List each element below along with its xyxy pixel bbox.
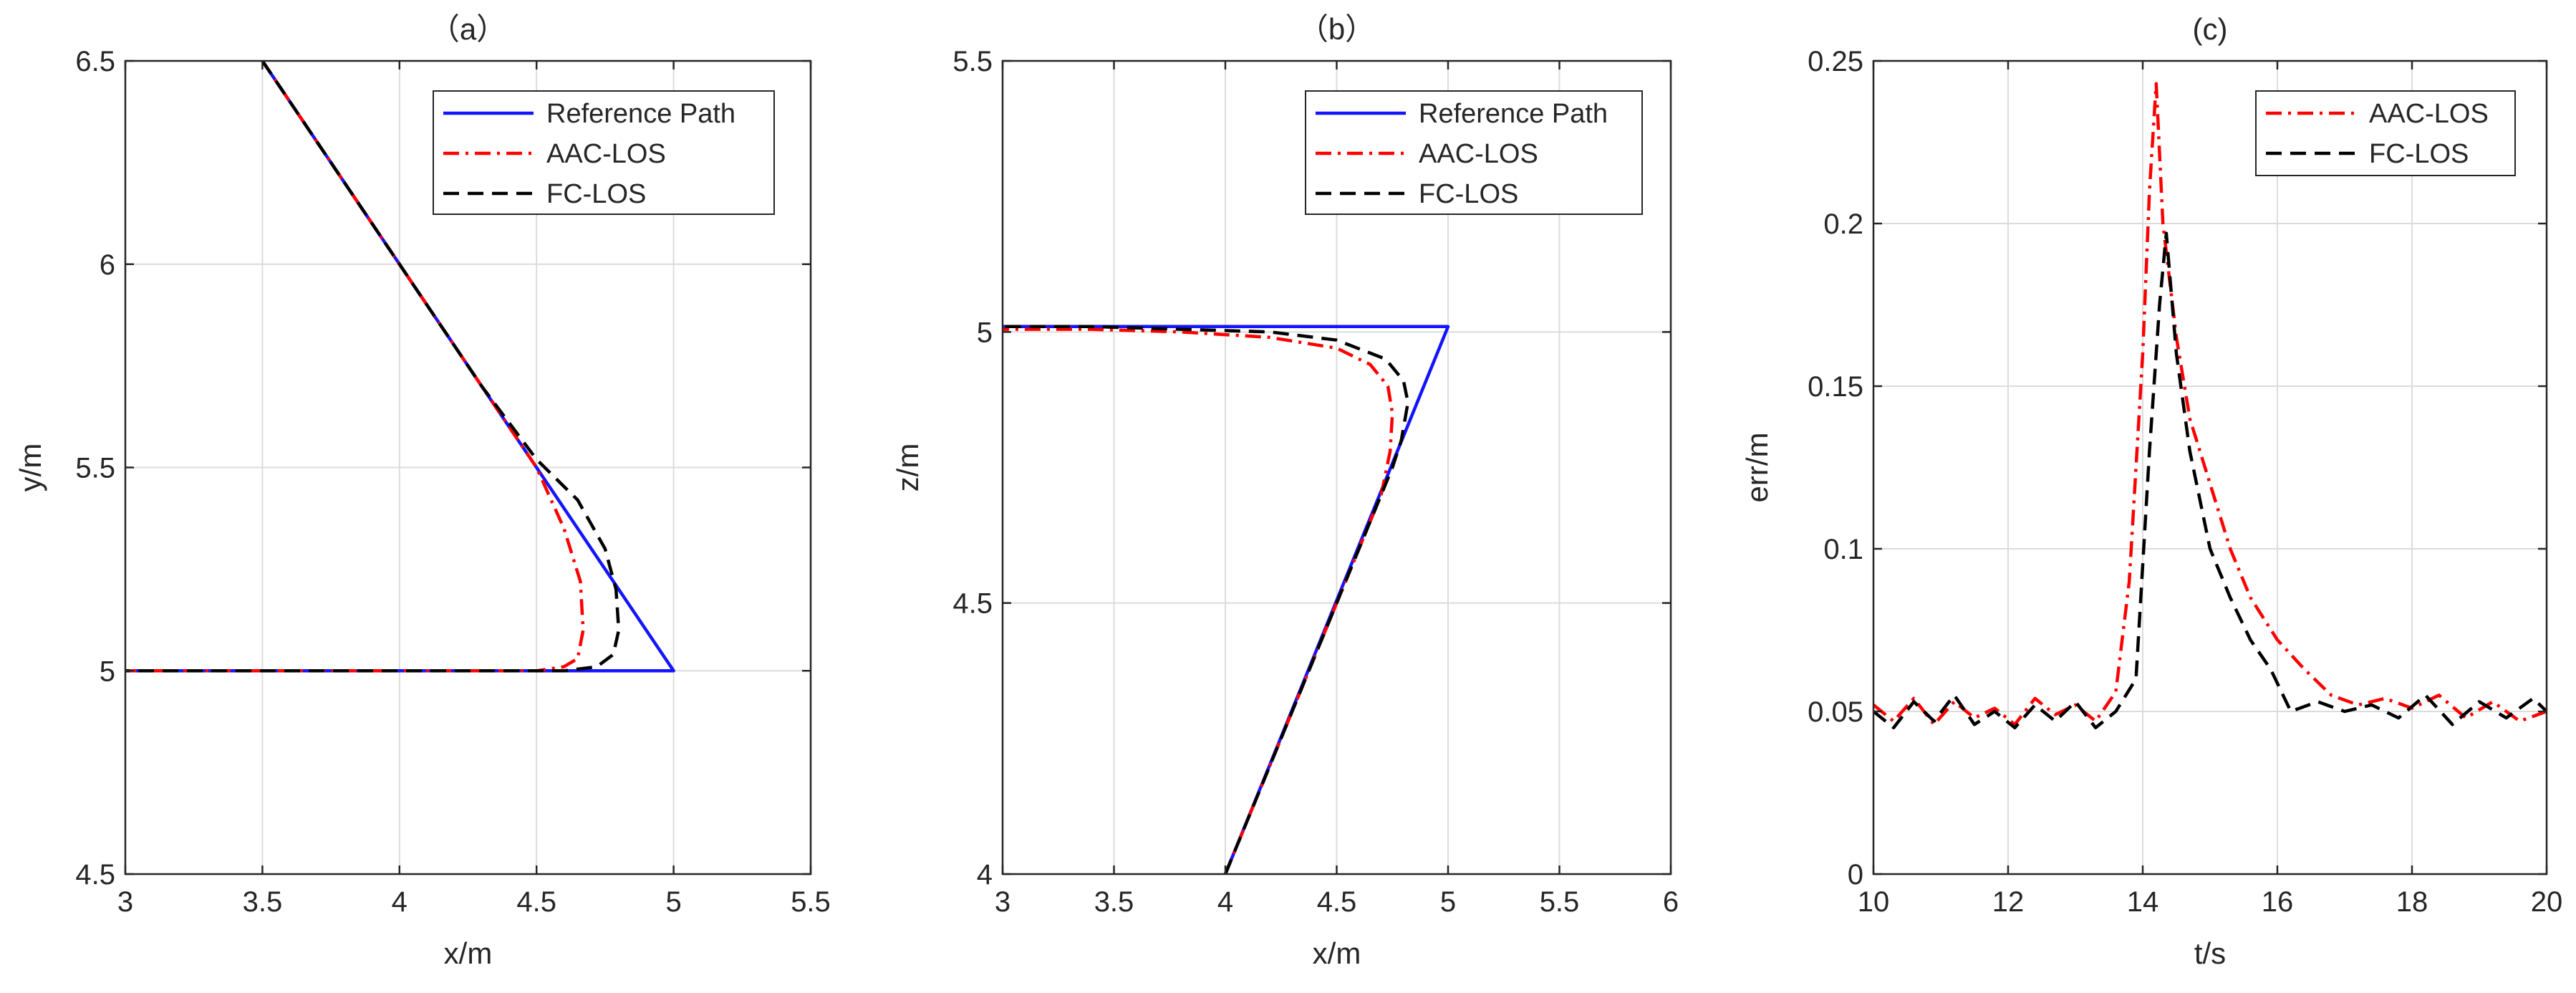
y-tick-label: 0.2 <box>1823 208 1863 240</box>
legend-label: Reference Path <box>1419 99 1608 129</box>
y-tick-label: 6.5 <box>75 46 115 77</box>
panel-title: （a） <box>430 12 506 46</box>
x-tick-label: 6 <box>1663 886 1679 918</box>
x-tick-label: 3.5 <box>243 886 283 918</box>
x-tick-label: 5.5 <box>1540 886 1580 918</box>
x-tick-label: 12 <box>1992 886 2025 918</box>
legend-label: FC-LOS <box>546 179 646 209</box>
x-tick-label: 5 <box>1440 886 1456 918</box>
x-tick-label: 5 <box>665 886 681 918</box>
legend-label: AAC-LOS <box>1419 139 1538 169</box>
y-axis-label: y/m <box>14 443 47 492</box>
x-tick-label: 4.5 <box>1317 886 1357 918</box>
legend: Reference Path AAC-LOS FC-LOS <box>1305 90 1643 215</box>
y-tick-label: 0.25 <box>1808 46 1863 77</box>
x-tick-label: 14 <box>2127 886 2159 918</box>
plot-area <box>1873 61 2547 874</box>
chart-panel-2: 3 3.5 4 4.5 5 5.5 6 4 4.5 5 5.5 （b） x/m z/m Reference … <box>891 12 1679 970</box>
x-tick-label: 5.5 <box>791 886 831 918</box>
x-tick-label: 3.5 <box>1094 886 1134 918</box>
x-tick-label: 3 <box>117 886 133 918</box>
y-tick-label: 0.1 <box>1823 534 1863 565</box>
panel-title: （b） <box>1298 12 1375 46</box>
y-tick-label: 0 <box>1848 859 1863 891</box>
series-line-fc-los <box>1873 231 2547 729</box>
y-axis-label: z/m <box>891 443 925 492</box>
legend-box <box>2255 90 2516 176</box>
x-axis-label: t/s <box>2194 936 2226 970</box>
legend-label: Reference Path <box>546 99 735 129</box>
series-line-fc-los <box>1003 325 1410 874</box>
y-tick-label: 4 <box>977 859 993 891</box>
x-tick-label: 18 <box>2396 886 2428 918</box>
x-tick-label: 3 <box>995 886 1010 918</box>
panel-title: (c) <box>2193 12 2228 46</box>
y-axis-label: err/m <box>1740 433 1774 503</box>
x-tick-label: 10 <box>1858 886 1890 918</box>
series-line-fc-los <box>125 61 621 673</box>
y-tick-label: 5 <box>100 656 115 687</box>
legend: AAC-LOS FC-LOS <box>2255 90 2516 176</box>
axes-frame <box>1872 59 2548 876</box>
legend-label: FC-LOS <box>2369 139 2469 169</box>
legend-label: AAC-LOS <box>546 139 666 169</box>
x-tick-label: 16 <box>2262 886 2294 918</box>
y-tick-label: 4.5 <box>952 588 993 620</box>
x-axis-label: x/m <box>1313 936 1361 970</box>
y-tick-label: 5 <box>977 317 993 348</box>
y-tick-label: 4.5 <box>75 859 115 891</box>
x-tick-label: 4 <box>1217 886 1233 918</box>
x-tick-label: 4.5 <box>516 886 556 918</box>
x-tick-label: 4 <box>392 886 407 918</box>
y-tick-label: 5.5 <box>75 453 115 484</box>
chart-panel-3: 10 12 14 16 18 20 0 0.05 0.1 0.15 0.2 0.25 (c) t/s err… <box>1740 12 2562 970</box>
y-tick-label: 6 <box>100 249 115 281</box>
chart-panel-1: 3 3.5 4 4.5 5 5.5 4.5 5 5.5 6 6.5 （a） x/m y/m Referenc… <box>14 12 831 970</box>
x-axis-label: x/m <box>444 936 493 970</box>
y-tick-label: 0.05 <box>1808 696 1863 728</box>
legend: Reference Path AAC-LOS FC-LOS <box>433 90 775 215</box>
y-tick-label: 0.15 <box>1808 371 1863 403</box>
x-tick-label: 20 <box>2531 886 2563 918</box>
y-tick-label: 5.5 <box>952 46 993 77</box>
series-line-aac-los <box>1873 82 2547 726</box>
legend-label: FC-LOS <box>1419 179 1518 209</box>
legend-label: AAC-LOS <box>2369 99 2489 129</box>
